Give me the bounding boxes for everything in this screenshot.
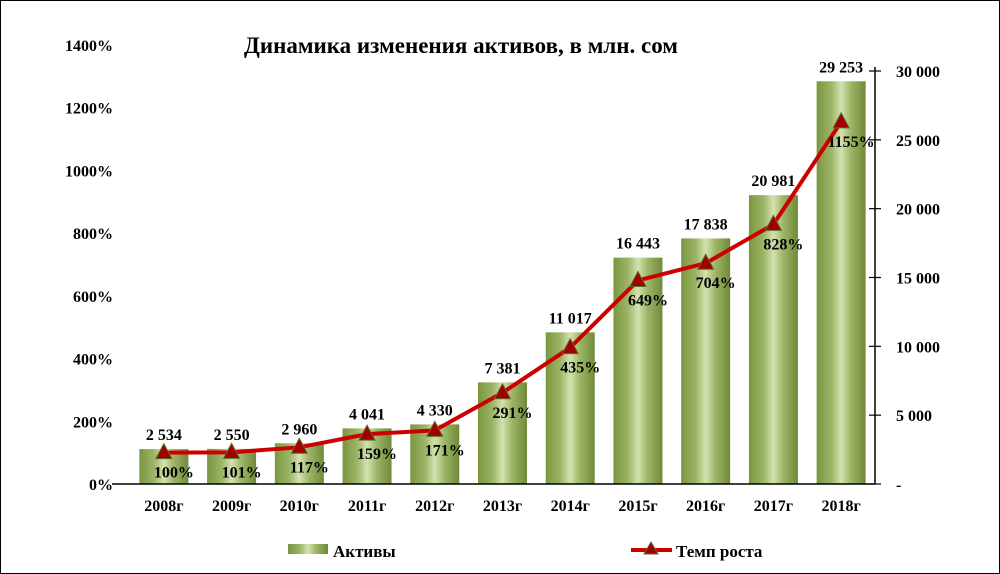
right-axis-tick-label: 20 000 [896, 202, 940, 219]
line-data-label: 159% [357, 446, 397, 463]
x-axis-tick-label: 2009г [212, 498, 251, 515]
line-data-label: 704% [696, 275, 736, 292]
left-axis-tick-label: 1400% [65, 38, 113, 55]
chart-title: Динамика изменения активов, в млн. сом [244, 33, 678, 58]
bar-2013г [478, 382, 527, 484]
line-data-label: 100% [154, 465, 194, 482]
x-axis-tick-label: 2014г [551, 498, 590, 515]
bar-2016г [681, 238, 731, 484]
x-axis-tick-label: 2013г [483, 498, 522, 515]
right-axis-tick-label: 30 000 [896, 64, 940, 81]
right-axis-tick-label: 10 000 [896, 339, 940, 356]
bar-data-label: 2 534 [146, 427, 182, 444]
x-axis-tick-label: 2015г [618, 498, 657, 515]
left-axis-tick-label: 1200% [65, 101, 113, 118]
bar-2014г [545, 332, 595, 484]
bar-data-label: 17 838 [684, 216, 728, 233]
right-axis-tick-label: 15 000 [896, 271, 940, 288]
bar-data-label: 4 330 [417, 402, 453, 419]
right-axis-tick-label: - [896, 477, 901, 494]
left-axis-tick-label: 600% [73, 289, 113, 306]
x-axis-tick-label: 2017г [754, 498, 793, 515]
legend-label-growth: Темп роста [676, 542, 763, 561]
bar-data-label: 7 381 [485, 360, 521, 377]
left-axis-tick-label: 0% [89, 477, 113, 494]
line-data-label: 1155% [828, 134, 875, 151]
line-data-label: 435% [560, 360, 600, 377]
left-axis-tick-label: 1000% [65, 163, 113, 180]
growth-rate-marker [493, 382, 512, 400]
x-axis-tick-label: 2008г [144, 498, 183, 515]
bar-data-label: 11 017 [549, 310, 592, 327]
left-axis-tick-label: 200% [73, 414, 113, 431]
growth-rate-marker [155, 442, 173, 460]
line-data-label: 101% [222, 464, 262, 481]
x-axis-tick-label: 2011г [348, 498, 386, 515]
bar-data-label: 2 550 [214, 427, 250, 444]
growth-rate-marker [561, 337, 580, 355]
growth-rate-marker [696, 253, 715, 270]
growth-rate-marker [764, 214, 783, 231]
x-axis-tick-label: 2016г [686, 498, 725, 515]
x-axis-tick-label: 2018г [822, 498, 861, 515]
growth-rate-marker [358, 424, 376, 441]
bar-2017г [748, 195, 798, 484]
growth-rate-marker [290, 437, 309, 454]
line-data-label: 649% [628, 292, 668, 309]
left-axis-tick-label: 400% [73, 352, 113, 369]
legend-bar-swatch [288, 544, 328, 554]
growth-rate-marker [832, 111, 850, 129]
line-data-label: 828% [763, 236, 803, 253]
bar-data-label: 29 253 [819, 59, 863, 76]
bar-data-label: 2 960 [281, 421, 317, 438]
x-axis-tick-label: 2010г [280, 498, 319, 515]
right-axis-tick-label: 5 000 [896, 408, 932, 425]
left-axis-tick-label: 800% [73, 226, 113, 243]
bar-data-label: 20 981 [751, 173, 795, 190]
bar-data-label: 4 041 [349, 406, 385, 423]
legend-label-assets: Активы [333, 542, 396, 561]
line-data-label: 171% [425, 442, 465, 459]
growth-rate-marker [629, 270, 647, 287]
line-data-label: 291% [493, 405, 533, 422]
line-data-label: 117% [290, 459, 329, 476]
bar-data-label: 16 443 [616, 236, 660, 253]
legend-marker-icon [643, 541, 659, 555]
growth-rate-marker [222, 442, 241, 459]
growth-rate-marker [425, 420, 444, 437]
x-axis-tick-label: 2012г [415, 498, 454, 515]
right-axis-tick-label: 25 000 [896, 133, 940, 150]
